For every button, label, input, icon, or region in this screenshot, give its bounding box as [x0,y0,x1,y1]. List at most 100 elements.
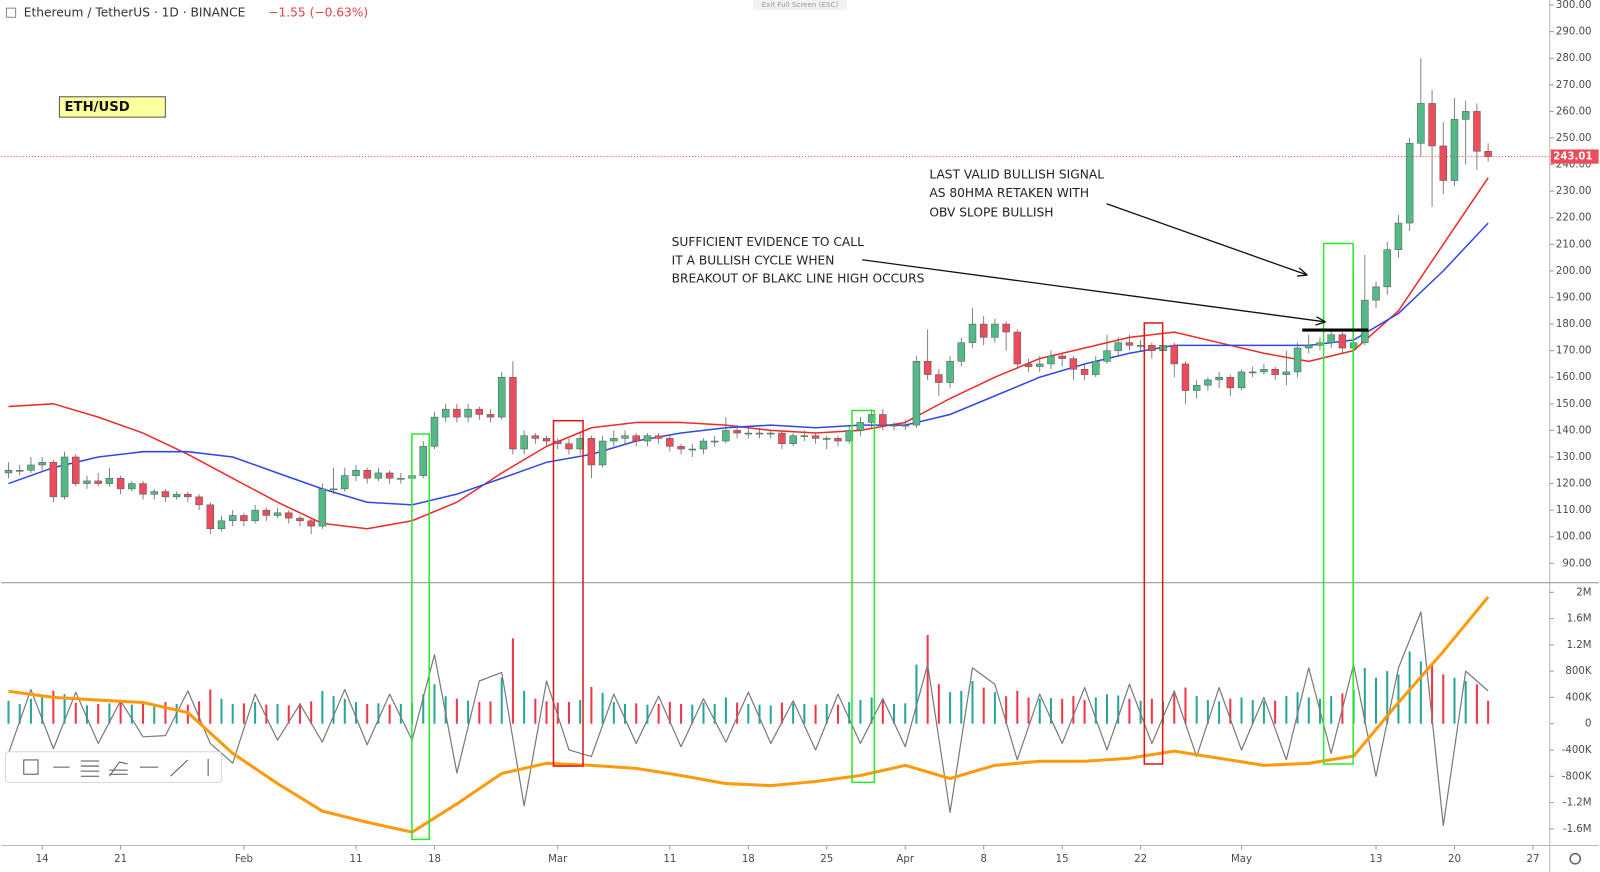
candle-body [767,432,775,435]
tool-rect[interactable] [23,759,39,775]
candle-body [38,462,46,466]
candle-body [1204,379,1212,386]
volume-bar [310,701,313,724]
x-tick-label: 20 [1448,854,1461,865]
volume-bar [680,704,683,724]
volume-bar [1072,696,1075,724]
volume-bar [478,702,481,724]
volume-bar [1464,681,1467,724]
candle-body [49,462,58,498]
candle-body [632,435,640,442]
header-icon[interactable] [5,7,17,18]
highlight-box [552,419,584,767]
volume-bar [1397,674,1400,724]
y-tick-label: 170.00 [1556,346,1592,357]
candle-body [1461,111,1470,120]
candle-body [699,440,708,450]
volume-bar [836,704,840,724]
candle-body [643,435,652,442]
candle-body [1405,143,1414,224]
volume-bar [758,704,761,724]
tool-trend[interactable] [170,759,189,777]
exit-label[interactable]: Exit Full Screen (ESC) [762,0,839,9]
tool-fib[interactable] [80,760,100,777]
candle-body [83,480,91,484]
volume-bar [1274,700,1277,724]
candle-body [834,438,842,442]
y-tick-label: 110.00 [1556,505,1592,516]
candle-body [1428,103,1436,147]
y-tick-label: 1.2M [1567,640,1592,651]
candle-body [1136,345,1145,347]
volume-bar [7,700,10,724]
volume-bar [1061,698,1064,724]
volume-bar [612,702,615,724]
volume-bar [52,690,55,724]
volume-bar [74,702,77,724]
x-tick-label: 13 [1370,854,1383,865]
volume-bar [859,700,862,724]
tool-pitch[interactable] [108,761,128,777]
volume-bar [108,703,111,724]
volume-bar [1330,696,1333,724]
y-tick-label: -800K [1562,771,1592,782]
volume-bar [231,704,234,724]
volume-bar [545,701,548,724]
candle-body [621,435,629,439]
y-tick-label: 200.00 [1556,266,1592,277]
y-tick-label: 0 [1585,719,1591,730]
candle-body [475,408,484,415]
candle-body [128,483,136,490]
volume-bar [343,698,346,724]
y-tick-label: 130.00 [1556,452,1592,463]
volume-bar [1487,700,1490,724]
volume-bar [164,702,167,724]
volume-bar [1173,693,1176,724]
candle-body [195,496,203,506]
candle-body [1069,358,1078,370]
candle-body [217,520,226,530]
candle-body [946,361,954,383]
candle-body [1181,363,1190,391]
exit-button[interactable] [753,0,847,11]
x-tick-label: Feb [235,854,253,865]
volume-bar [209,689,212,724]
y-tick-label: 90.00 [1562,558,1591,569]
y-tick-label: 150.00 [1556,399,1592,410]
volume-bar [747,704,750,724]
volume-bar [1251,700,1254,724]
candle-body [1114,342,1122,351]
volume-bar [265,704,268,724]
volume-bar [332,696,335,724]
y-tick-label: 270.00 [1556,80,1592,91]
y-tick-label: 210.00 [1556,239,1592,250]
candle-body [722,430,730,442]
candle-body [1439,145,1448,181]
volume-bar [489,701,492,724]
candle-body [385,472,394,479]
candle-body [184,493,192,498]
price-change: −1.55 (−0.63%) [268,6,368,20]
candle-body [1484,151,1492,157]
settings-icon[interactable] [1569,852,1582,865]
candle-body [1260,369,1268,373]
y-tick-label: 140.00 [1556,425,1592,436]
candle-body [60,456,69,498]
volume-bar [792,703,795,724]
y-tick-label: -1.6M [1563,824,1592,835]
symbol-title[interactable]: Ethereum / TetherUS · 1D · BINANCE [24,6,246,20]
volume-bar [556,702,559,724]
volume-bar [848,702,851,724]
volume-bar [287,705,290,724]
volume-bar [1240,697,1243,724]
candle-body [116,478,125,490]
candle-body [520,435,528,450]
volume-bar [724,697,727,724]
candle-body [240,515,248,522]
volume-bar [354,702,358,724]
volume-bar [590,686,593,724]
volume-bar [1296,692,1299,724]
volume-bar [1038,698,1041,724]
candle-body [1215,376,1223,381]
volume-bar [926,635,929,724]
